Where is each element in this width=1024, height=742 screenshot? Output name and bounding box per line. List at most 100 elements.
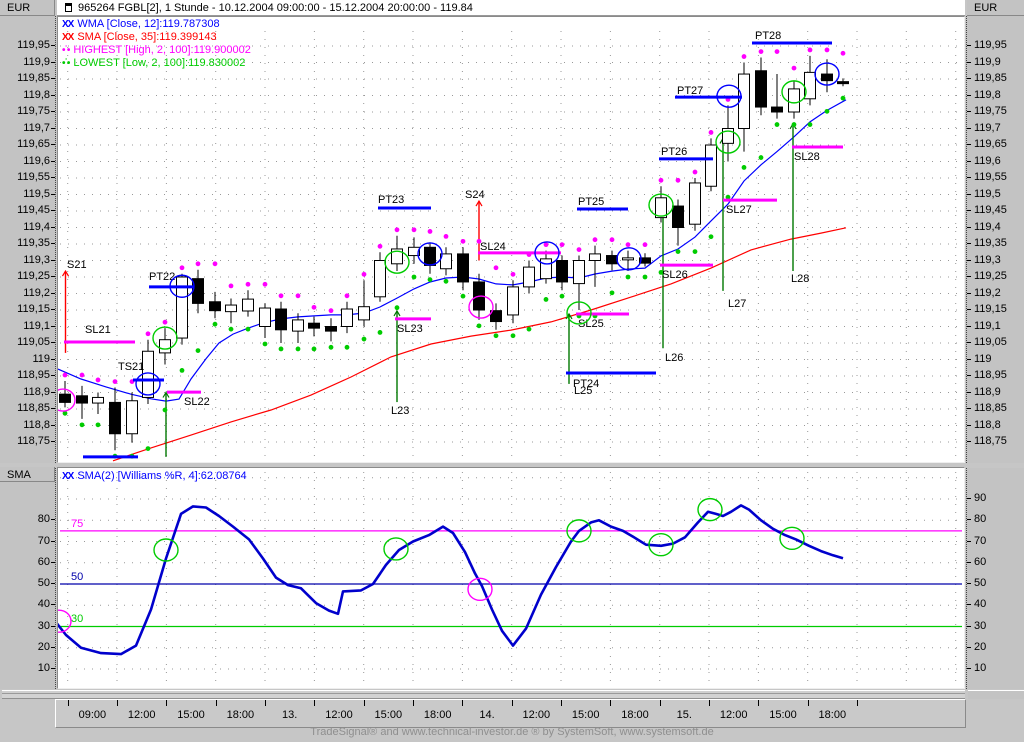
candle xyxy=(606,250,618,271)
highest-dot xyxy=(179,265,185,271)
series-williams xyxy=(54,504,844,656)
candle xyxy=(176,273,188,345)
highest-dot xyxy=(311,304,317,310)
highest-dot xyxy=(460,238,466,244)
price-pane-legend: XX WMA [Close, 12]:119.787308 XX SMA [Close… xyxy=(62,18,251,70)
candle-body xyxy=(292,319,304,332)
indicator-pane[interactable]: 75 50 30 xyxy=(46,467,965,689)
price-axis-label-tick xyxy=(51,342,55,343)
candle-body xyxy=(242,298,254,312)
price-axis-label: 118,75 xyxy=(17,435,50,447)
candle-body xyxy=(76,395,88,404)
time-axis[interactable]: 09:00 12:00 15:00 18:00 13. 12:00 15:00 18:00 14… xyxy=(55,699,966,728)
price-axis-label-tick xyxy=(51,78,55,79)
highest-dot xyxy=(62,372,68,378)
trade-label-SL22: SL22 xyxy=(184,396,210,408)
dots-series-icon: •˙• xyxy=(62,45,70,56)
candle xyxy=(76,385,88,419)
lowest-dot xyxy=(195,348,201,353)
highest-dot xyxy=(493,265,499,271)
highest-dot xyxy=(245,281,251,287)
price-axis-label: 119,6 xyxy=(974,154,1001,167)
price-axis-label: 119,9 xyxy=(23,55,50,68)
indicator-axis-label-tick xyxy=(967,604,971,606)
trade-label-SL21: SL21 xyxy=(85,324,111,336)
price-axis-label-tick xyxy=(967,78,971,79)
candle xyxy=(259,303,271,339)
candle-body xyxy=(259,307,271,327)
lowest-dot xyxy=(179,367,185,373)
indicator-axis-right-gutter[interactable] xyxy=(966,468,1024,689)
indicator-axis-label-tick xyxy=(51,646,55,648)
indicator-pane-legend: XX SMA(2) [Williams %R, 4]:62.08764 xyxy=(62,470,247,483)
price-axis-label-tick xyxy=(967,144,971,145)
price-axis-right-gutter[interactable] xyxy=(966,16,1024,463)
candle-body xyxy=(424,246,436,266)
price-axis-left-gutter[interactable] xyxy=(0,16,56,463)
price-axis-label: 119,85 xyxy=(17,72,50,84)
candle-body xyxy=(457,253,469,283)
price-axis-label-tick xyxy=(51,61,55,63)
time-axis-label: 18:00 xyxy=(818,709,847,721)
price-pane[interactable]: SL21 TS21 PT22 SL22 PT23 SL23 SL24 PT24 PT25 SL25… xyxy=(50,16,965,463)
candle-body xyxy=(490,310,502,323)
lowest-dot xyxy=(411,274,417,280)
lowest-dot xyxy=(361,336,367,342)
legend-item[interactable]: XX SMA(2) [Williams %R, 4]:62.08764 xyxy=(62,470,247,483)
legend-item[interactable]: •˙• HIGHEST [High, 2, 100]:119.900002 xyxy=(62,44,251,57)
highest-dot xyxy=(642,242,648,248)
price-axis-label: 119,6 xyxy=(23,154,50,167)
lowest-dot xyxy=(460,293,466,299)
horizontal-scrollbar[interactable] xyxy=(2,690,965,699)
scrollbar-corner xyxy=(968,690,1024,699)
time-axis-label: 15. xyxy=(676,709,692,721)
candle-body xyxy=(689,182,701,225)
trade-label-L23: L23 xyxy=(391,405,409,417)
indicator-axis-label: 80 xyxy=(974,513,987,526)
indicator-axis-left-gutter[interactable] xyxy=(0,468,56,689)
highest-dot xyxy=(692,169,698,175)
candle-body xyxy=(540,258,552,280)
indicator-chart-canvas[interactable]: 75 50 30 xyxy=(46,468,964,688)
candle-body xyxy=(722,128,734,144)
signal-circle xyxy=(566,519,592,543)
candle-body xyxy=(391,248,403,265)
chart-title-bar[interactable]: 965264 FGBL[2], 1 Stunde - 10.12.2004 09… xyxy=(57,0,965,16)
legend-item[interactable]: XX SMA [Close, 35]:119.399143 xyxy=(62,31,251,44)
candle-body xyxy=(275,308,287,331)
indicator-axis-label: 60 xyxy=(974,555,987,568)
lowest-dot xyxy=(692,249,698,254)
lowest-dot xyxy=(675,249,681,254)
time-axis-label: 15:00 xyxy=(374,709,403,721)
lowest-dot xyxy=(741,165,747,170)
legend-item[interactable]: •˙• LOWEST [Low, 2, 100]:119.830002 xyxy=(62,57,251,70)
time-axis-label: 18:00 xyxy=(621,709,649,721)
pane-splitter[interactable] xyxy=(0,463,1024,468)
time-axis-tick xyxy=(610,700,612,706)
trade-label-PT22: PT22 xyxy=(149,271,175,283)
price-axis-label-tick xyxy=(967,177,971,178)
time-axis-label: 09:00 xyxy=(78,709,107,721)
price-axis-label-tick xyxy=(967,243,971,244)
price-axis-label: 119,75 xyxy=(974,105,1007,117)
highest-dot xyxy=(228,283,234,289)
candle-body xyxy=(507,286,519,316)
line-series-icon: XX xyxy=(62,32,74,43)
legend-item[interactable]: XX WMA [Close, 12]:119.787308 xyxy=(62,18,251,31)
lowest-dot xyxy=(625,274,631,280)
price-axis-label: 119,1 xyxy=(974,319,1001,332)
highest-dot xyxy=(443,234,449,239)
candle xyxy=(225,298,237,324)
candle xyxy=(408,237,420,264)
candle xyxy=(837,78,849,87)
candle xyxy=(755,57,767,116)
indicator-axis-label-tick xyxy=(51,561,55,563)
highest-dot xyxy=(427,229,433,234)
price-chart-canvas[interactable]: SL21 TS21 PT22 SL22 PT23 SL23 SL24 PT24 PT25 SL25… xyxy=(50,17,964,462)
price-axis-label-tick xyxy=(51,309,55,310)
lowest-dot xyxy=(245,326,251,332)
trade-label-SL23: SL23 xyxy=(397,323,423,335)
price-axis-label: 118,95 xyxy=(974,369,1007,381)
candle-body xyxy=(408,246,420,257)
candle xyxy=(275,301,287,343)
